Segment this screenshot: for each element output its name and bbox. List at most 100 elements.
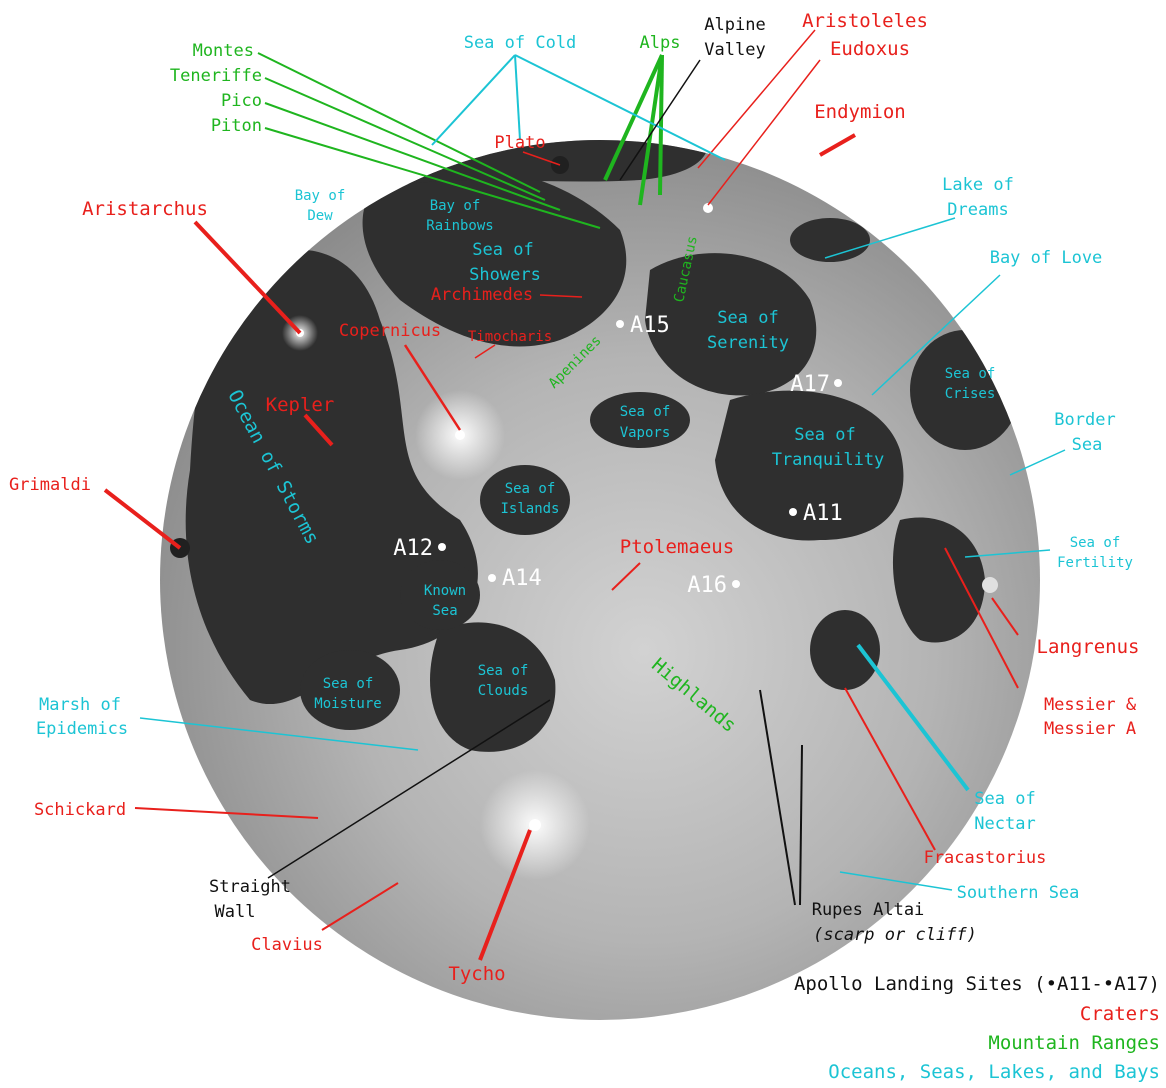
apollo-label-2: A11	[803, 501, 843, 526]
seas-label-34: Nectar	[974, 814, 1035, 834]
crater-leader-line-9	[103, 488, 182, 550]
seas-label-35: Southern Sea	[957, 883, 1080, 903]
crater-leader-line-11	[991, 597, 1019, 636]
seas-label-32: Epidemics	[36, 719, 128, 739]
seas-label-8: Dreams	[947, 200, 1008, 220]
seas-label-22: Islands	[500, 501, 559, 517]
legend-mountains: Mountain Ranges	[988, 1032, 1160, 1054]
craters-label-0: Aristoleles	[802, 10, 928, 32]
seas-label-5: Sea of	[472, 240, 533, 260]
crater-leader-line-4	[193, 220, 302, 335]
other-features-label-2: Straight	[209, 877, 291, 897]
seas-label-33: Sea of	[974, 789, 1035, 809]
sea-leader-line-26	[514, 54, 726, 161]
sea-leader-line-25	[514, 54, 521, 141]
seas-label-4: Rainbows	[426, 218, 493, 234]
craters-label-13: Messier A	[1044, 719, 1136, 739]
sea-leader-line-29	[1009, 449, 1066, 476]
sea-leader-line-30	[964, 549, 1051, 558]
craters-label-16: Clavius	[251, 935, 323, 955]
seas-label-25: Known	[424, 583, 466, 599]
mountain-leader-line-22	[638, 54, 664, 206]
crater-leader-line-6	[403, 344, 462, 431]
craters-label-3: Plato	[494, 133, 545, 153]
seas-label-1: Bay of	[295, 188, 346, 204]
seas-label-23: Sea of	[1070, 535, 1121, 551]
seas-label-2: Dew	[307, 208, 333, 224]
seas-label-17: Sea of	[620, 404, 671, 420]
sea-of-fertility-area	[892, 517, 985, 643]
mountains-label-2: Pico	[221, 91, 262, 111]
mountains-label-1: Teneriffe	[170, 66, 262, 86]
seas-label-18: Vapors	[620, 425, 671, 441]
legend-seas: Oceans, Seas, Lakes, and Bays	[828, 1061, 1160, 1083]
seas-label-7: Lake of	[942, 175, 1014, 195]
sea-of-vapors-area	[590, 392, 690, 448]
apollo-label-5: A16	[687, 573, 727, 598]
sea-of-moisture-area	[300, 650, 400, 730]
seas-label-26: Sea	[432, 603, 457, 619]
crater-leader-line-14	[844, 687, 936, 851]
apollo-label-4: A14	[502, 566, 542, 591]
craters-label-7: Timocharis	[468, 329, 552, 345]
seas-label-29: Sea of	[478, 663, 529, 679]
apollo-dot-0	[616, 320, 624, 328]
craters-label-17: Tycho	[448, 963, 505, 985]
sea-of-tranquility-area	[715, 390, 904, 541]
seas-label-15: Border	[1054, 410, 1115, 430]
crater-leader-line-2	[819, 133, 856, 157]
sea-leader-line-24	[431, 54, 516, 146]
crater-leader-line-16	[478, 829, 532, 961]
legend-apollo: Apollo Landing Sites (•A11-•A17)	[794, 973, 1160, 995]
legend-craters: Craters	[1080, 1003, 1160, 1025]
apollo-dot-2	[789, 508, 797, 516]
other-features-label-4: Rupes Altai	[812, 900, 925, 920]
craters-label-5: Archimedes	[431, 285, 533, 305]
mountain-leader-line-17	[257, 52, 541, 193]
craters-label-8: Kepler	[266, 394, 335, 416]
sea-of-cold-area	[369, 140, 708, 185]
craters-label-15: Fracastorius	[924, 848, 1047, 868]
apollo-dots	[438, 320, 842, 588]
sea-of-serenity-area	[645, 253, 817, 396]
lake-of-dreams-area	[790, 218, 870, 262]
sea-leader-line-28	[871, 274, 1001, 396]
craters-label-11: Langrenus	[1037, 636, 1140, 658]
crater-leader-line-5	[539, 294, 583, 298]
mountain-leader-line-18	[264, 77, 546, 201]
other-leader-line-36	[759, 689, 796, 906]
other-features-label-5: (scarp or cliff)	[813, 925, 977, 945]
mountain-leader-line-20	[264, 127, 601, 229]
apollo-dot-1	[834, 379, 842, 387]
other-leader-line-34	[619, 59, 701, 181]
legend: Apollo Landing Sites (•A11-•A17) Craters…	[794, 973, 1160, 1083]
apollo-label-3: A12	[393, 536, 433, 561]
other-features-label-3: Wall	[215, 902, 256, 922]
mountain-leader-line-21	[603, 54, 664, 181]
craters-label-4: Aristarchus	[82, 198, 208, 220]
seas-label-27: Sea of	[323, 676, 374, 692]
craters-label-12: Messier &	[1044, 695, 1137, 715]
seas-label-21: Sea of	[505, 481, 556, 497]
crater-leader-line-1	[707, 59, 821, 206]
crater-leader-line-10	[611, 562, 641, 591]
sea-leader-line-31	[856, 643, 970, 792]
crater-leader-line-12	[944, 547, 1019, 689]
seas-label-3: Bay of	[430, 198, 481, 214]
seas-label-10: Sea of	[717, 308, 778, 328]
apollo-dot-3	[438, 543, 446, 551]
other-leader-line-35	[267, 699, 551, 879]
seas-label-6: Showers	[469, 265, 541, 285]
other-features-label-0: Alpine	[704, 15, 765, 35]
mountain-leader-line-19	[264, 102, 561, 211]
seas-label-12: Sea of	[945, 366, 996, 382]
sea-of-islands-area	[480, 465, 570, 535]
sea-of-clouds-area	[430, 622, 556, 752]
other-leader-line-37	[799, 744, 803, 906]
other-features-label-1: Valley	[704, 40, 765, 60]
apollo-label-1: A17	[790, 372, 830, 397]
craters-label-10: Ptolemaeus	[620, 536, 734, 558]
seas-label-16: Sea	[1072, 435, 1103, 455]
